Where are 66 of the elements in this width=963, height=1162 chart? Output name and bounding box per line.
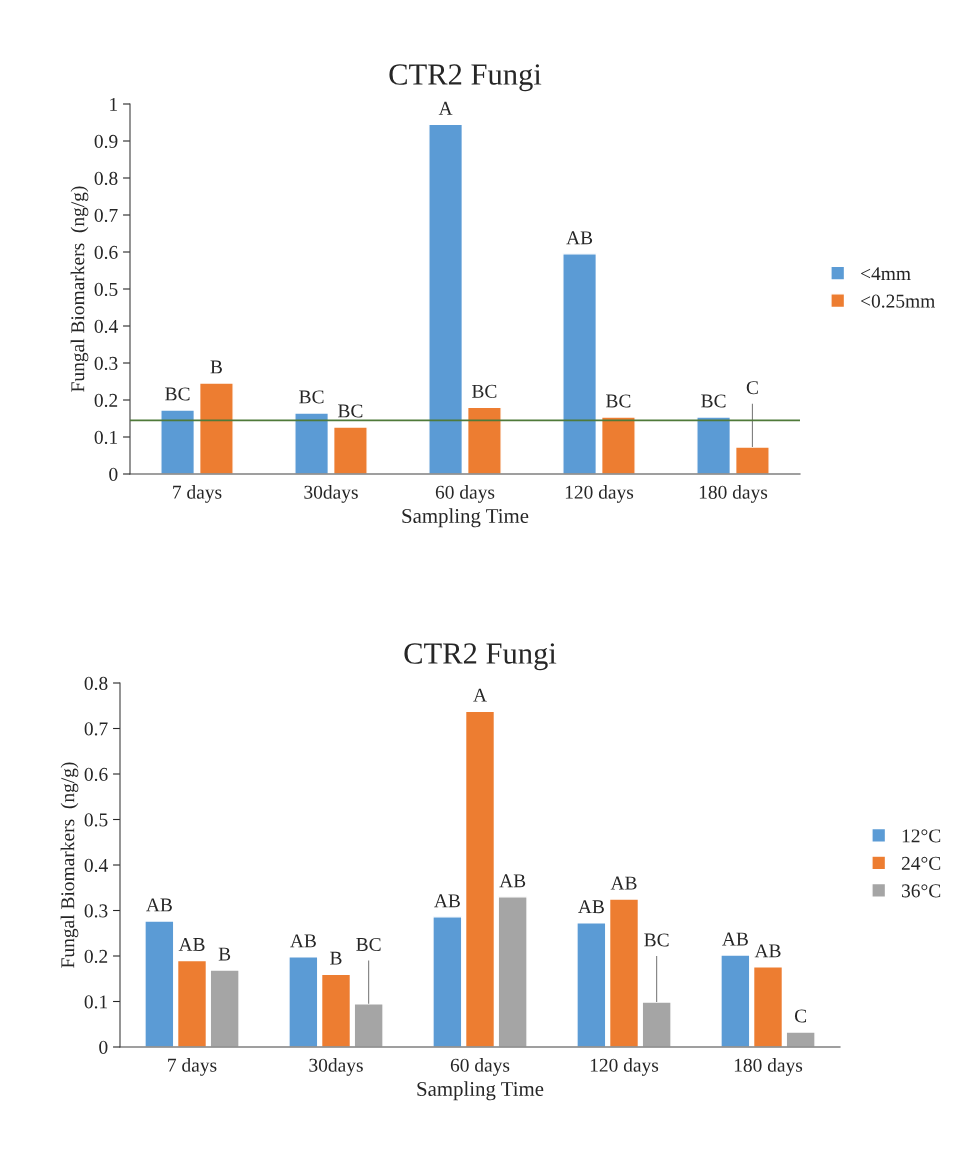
chart-title: CTR2 Fungi	[389, 64, 542, 92]
x-tick-label: 180 days	[699, 485, 768, 503]
y-axis-title: Fungal Biomarkers (ng/g)	[70, 186, 89, 392]
data-label: AB	[146, 898, 172, 912]
legend-label: <4mm	[861, 267, 911, 280]
data-label: B	[218, 947, 231, 961]
data-label: B	[210, 360, 222, 374]
data-label: BC	[165, 387, 190, 401]
data-label: AB	[566, 231, 593, 245]
y-tick-label: 0.1	[94, 430, 118, 445]
legend-label: <0.25mm	[861, 294, 936, 308]
y-tick-label: 0.4	[94, 319, 118, 334]
y-tick-label: 0.8	[84, 676, 108, 691]
legend-label: 12°C	[902, 829, 941, 843]
data-label: AB	[578, 900, 604, 914]
y-tick-label: 1	[110, 97, 118, 111]
data-label: BC	[701, 394, 726, 408]
y-tick-label: 0.8	[94, 171, 118, 186]
data-label: AB	[290, 934, 316, 948]
data-label: AB	[178, 938, 205, 951]
x-tick-label: 30days	[309, 1058, 363, 1076]
y-tick-label: 0.6	[84, 767, 108, 782]
y-tick-label: 0.5	[84, 813, 108, 827]
data-label: BC	[644, 933, 669, 947]
data-label: AB	[499, 874, 526, 888]
data-label: AB	[434, 894, 460, 908]
data-label: C	[746, 381, 758, 395]
data-label: BC	[338, 404, 363, 418]
y-tick-label: 0.6	[94, 245, 118, 260]
data-label: A	[473, 688, 487, 702]
data-label: AB	[610, 876, 637, 890]
x-axis-title: Sampling Time	[417, 1081, 544, 1101]
legend-label: 24°C	[901, 856, 941, 870]
y-tick-label: 0.1	[84, 995, 108, 1009]
data-label: BC	[356, 937, 381, 952]
legend-label: 36°C	[902, 884, 941, 898]
x-axis-title: Sampling Time	[402, 508, 529, 528]
data-label: BC	[606, 394, 631, 408]
y-tick-label: 0.2	[84, 949, 108, 964]
x-tick-label: 7 days	[173, 485, 222, 503]
y-tick-label: 0.4	[84, 858, 108, 873]
data-label: A	[438, 101, 453, 115]
x-tick-label: 30days	[304, 485, 358, 503]
data-label: B	[330, 951, 342, 965]
y-tick-label: 0.5	[94, 282, 118, 297]
y-tick-label: 0	[109, 467, 118, 481]
x-tick-label: 60 days	[450, 1058, 510, 1076]
chart-title: CTR2 Fungi	[404, 643, 557, 671]
y-tick-label: 0.3	[84, 904, 108, 918]
y-tick-label: 0.7	[94, 208, 118, 223]
data-label: AB	[722, 932, 748, 946]
x-tick-label: 120 days	[565, 485, 634, 503]
x-tick-label: 120 days	[590, 1058, 659, 1076]
y-tick-label: 0.2	[94, 393, 118, 408]
y-axis-title: Fungal Biomarkers (ng/g)	[60, 762, 79, 968]
data-label: AB	[754, 944, 781, 958]
y-tick-label: 0	[99, 1040, 108, 1054]
x-tick-label: 7 days	[168, 1058, 217, 1076]
x-tick-label: 60 days	[435, 485, 495, 503]
x-tick-label: 180 days	[734, 1058, 803, 1076]
data-label: BC	[299, 390, 324, 404]
y-tick-label: 0.7	[84, 722, 108, 736]
data-label: BC	[472, 384, 497, 398]
y-tick-label: 0.9	[94, 134, 118, 149]
y-tick-label: 0.3	[94, 356, 118, 371]
data-label: C	[794, 1009, 807, 1023]
